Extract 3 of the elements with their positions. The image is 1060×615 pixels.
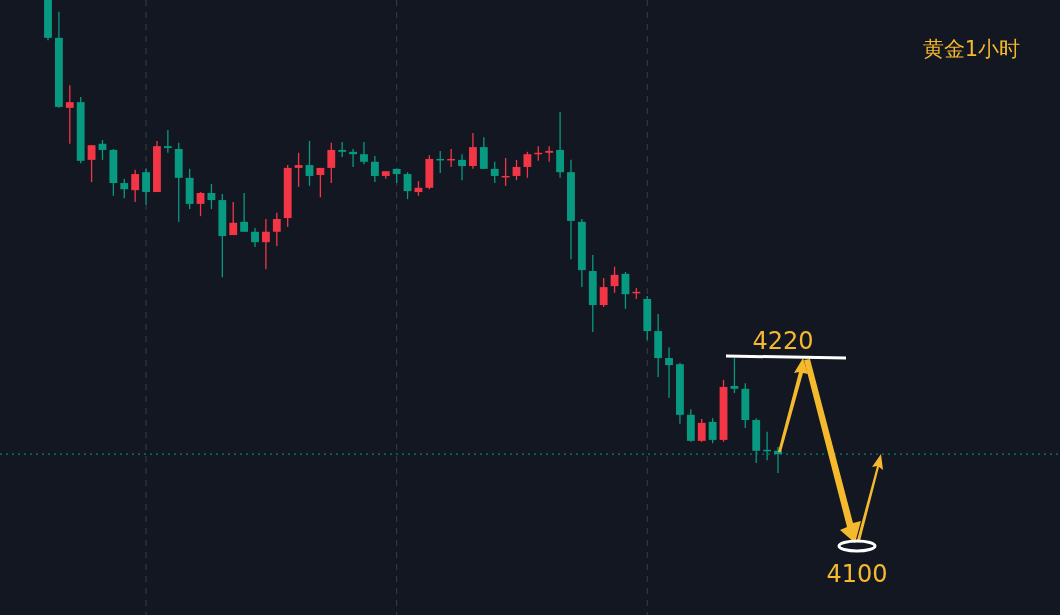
- text: 4100: [826, 560, 888, 588]
- text: 黄金1小时: [922, 37, 1020, 61]
- annotation: 4220: [752, 327, 814, 355]
